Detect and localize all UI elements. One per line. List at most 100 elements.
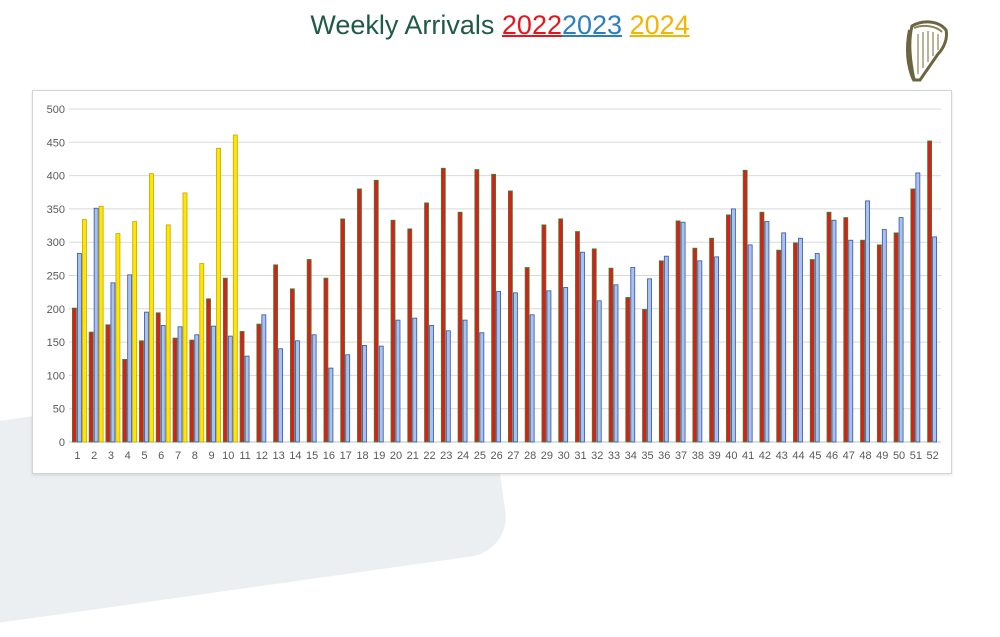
x-tick-label: 20 — [390, 450, 402, 462]
bar-2023-week-47 — [848, 239, 854, 443]
x-tick-label: 26 — [490, 450, 502, 462]
title-year-2024: 2024 — [629, 10, 690, 40]
bar-2023-week-40 — [730, 208, 736, 443]
bar-2023-week-48 — [865, 200, 870, 443]
x-tick-label: 17 — [340, 450, 352, 462]
bar-2022-week-52 — [927, 140, 933, 443]
x-tick-label: 41 — [742, 450, 754, 462]
bar-2022-week-19 — [373, 179, 379, 443]
x-tick-label: 35 — [641, 450, 653, 462]
bar-2023-week-11 — [244, 355, 250, 443]
bar-2022-week-41 — [742, 169, 748, 443]
y-tick-label: 0 — [59, 437, 65, 449]
bar-2022-week-42 — [759, 211, 765, 443]
bar-2022-week-47 — [843, 217, 849, 443]
bar-2022-week-30 — [558, 218, 564, 443]
bar-2023-week-45 — [814, 253, 820, 443]
bar-2023-week-30 — [563, 287, 569, 443]
bar-2023-week-23 — [445, 330, 451, 443]
x-tick-label: 33 — [608, 450, 620, 462]
bar-2023-week-12 — [261, 314, 267, 443]
bar-2022-week-39 — [709, 237, 715, 443]
bar-2022-week-25 — [474, 169, 480, 443]
x-tick-label: 31 — [574, 450, 586, 462]
bar-2022-week-17 — [340, 218, 346, 443]
bar-2022-week-15 — [306, 259, 312, 443]
x-tick-label: 1 — [74, 450, 80, 462]
y-tick-label: 50 — [53, 404, 65, 416]
x-tick-label: 10 — [222, 450, 234, 462]
bar-2022-week-11 — [239, 331, 245, 443]
bar-2024-week-6 — [165, 224, 171, 443]
bar-2022-week-51 — [910, 188, 916, 443]
x-tick-label: 6 — [158, 450, 164, 462]
bar-2024-week-3 — [115, 233, 121, 443]
bar-2022-week-3 — [105, 324, 111, 443]
x-tick-label: 48 — [859, 450, 871, 462]
x-tick-label: 28 — [524, 450, 536, 462]
y-tick-label: 500 — [47, 104, 65, 116]
bar-2022-week-18 — [357, 188, 362, 443]
bar-2023-week-38 — [697, 260, 703, 443]
title-year-2022: 2022 — [501, 10, 562, 40]
bar-2022-week-50 — [893, 232, 899, 443]
x-tick-label: 16 — [323, 450, 335, 462]
bar-2023-week-27 — [512, 292, 518, 443]
x-tick-label: 14 — [289, 450, 301, 462]
bar-2023-week-35 — [647, 278, 652, 443]
bar-2023-week-33 — [613, 284, 619, 443]
bar-2024-week-7 — [182, 192, 188, 443]
x-tick-label: 3 — [108, 450, 114, 462]
x-tick-label: 38 — [692, 450, 704, 462]
x-tick-label: 25 — [474, 450, 486, 462]
x-tick-label: 42 — [759, 450, 771, 462]
bar-2023-week-24 — [462, 319, 468, 443]
x-tick-label: 24 — [457, 450, 469, 462]
bar-2022-week-49 — [876, 244, 882, 443]
x-tick-label: 50 — [893, 450, 905, 462]
x-tick-label: 36 — [658, 450, 670, 462]
x-tick-label: 15 — [306, 450, 318, 462]
bar-2022-week-22 — [424, 202, 429, 443]
chart-panel: 0 50 100 150 200 250 300 350 400 450 500 1 2 3 4 5 6 7 8 9 1… — [32, 90, 952, 474]
bar-2023-week-16 — [328, 367, 334, 443]
x-tick-label: 45 — [809, 450, 821, 462]
bar-2022-week-48 — [860, 239, 865, 443]
bar-2023-week-43 — [781, 232, 787, 443]
x-tick-label: 39 — [708, 450, 720, 462]
y-tick-label: 200 — [47, 304, 65, 316]
bar-2023-week-17 — [345, 354, 351, 443]
y-tick-label: 450 — [47, 137, 65, 149]
y-tick-label: 300 — [47, 237, 65, 249]
bar-2024-week-10 — [232, 134, 238, 443]
bar-2023-week-6 — [160, 325, 166, 443]
bar-2024-week-1 — [81, 219, 87, 443]
bar-2023-week-39 — [714, 256, 720, 443]
x-tick-label: 9 — [208, 450, 214, 462]
bar-2022-week-21 — [407, 228, 413, 443]
x-tick-label: 2 — [91, 450, 97, 462]
bar-2022-week-37 — [675, 220, 681, 443]
x-tick-label: 30 — [558, 450, 570, 462]
harp-icon — [905, 20, 948, 82]
x-tick-label: 18 — [356, 450, 368, 462]
y-tick-label: 250 — [47, 271, 65, 283]
bar-2022-week-40 — [725, 214, 731, 443]
bar-2024-week-8 — [199, 263, 205, 443]
bar-2022-week-26 — [491, 173, 497, 443]
bar-2023-week-19 — [378, 345, 384, 443]
bar-2023-week-20 — [395, 319, 401, 443]
bar-2022-week-24 — [457, 211, 463, 443]
bar-2022-week-7 — [172, 337, 178, 443]
x-tick-label: 13 — [272, 450, 284, 462]
bar-2023-week-32 — [596, 300, 602, 443]
bar-2022-week-46 — [826, 211, 832, 443]
bar-2022-week-4 — [122, 359, 128, 443]
bar-2023-week-52 — [932, 236, 938, 443]
x-tick-label: 5 — [141, 450, 147, 462]
x-tick-label: 32 — [591, 450, 603, 462]
x-tick-label: 40 — [725, 450, 737, 462]
bar-2022-week-36 — [658, 260, 664, 443]
bar-2023-week-25 — [479, 332, 485, 443]
bar-2022-week-8 — [189, 339, 195, 443]
